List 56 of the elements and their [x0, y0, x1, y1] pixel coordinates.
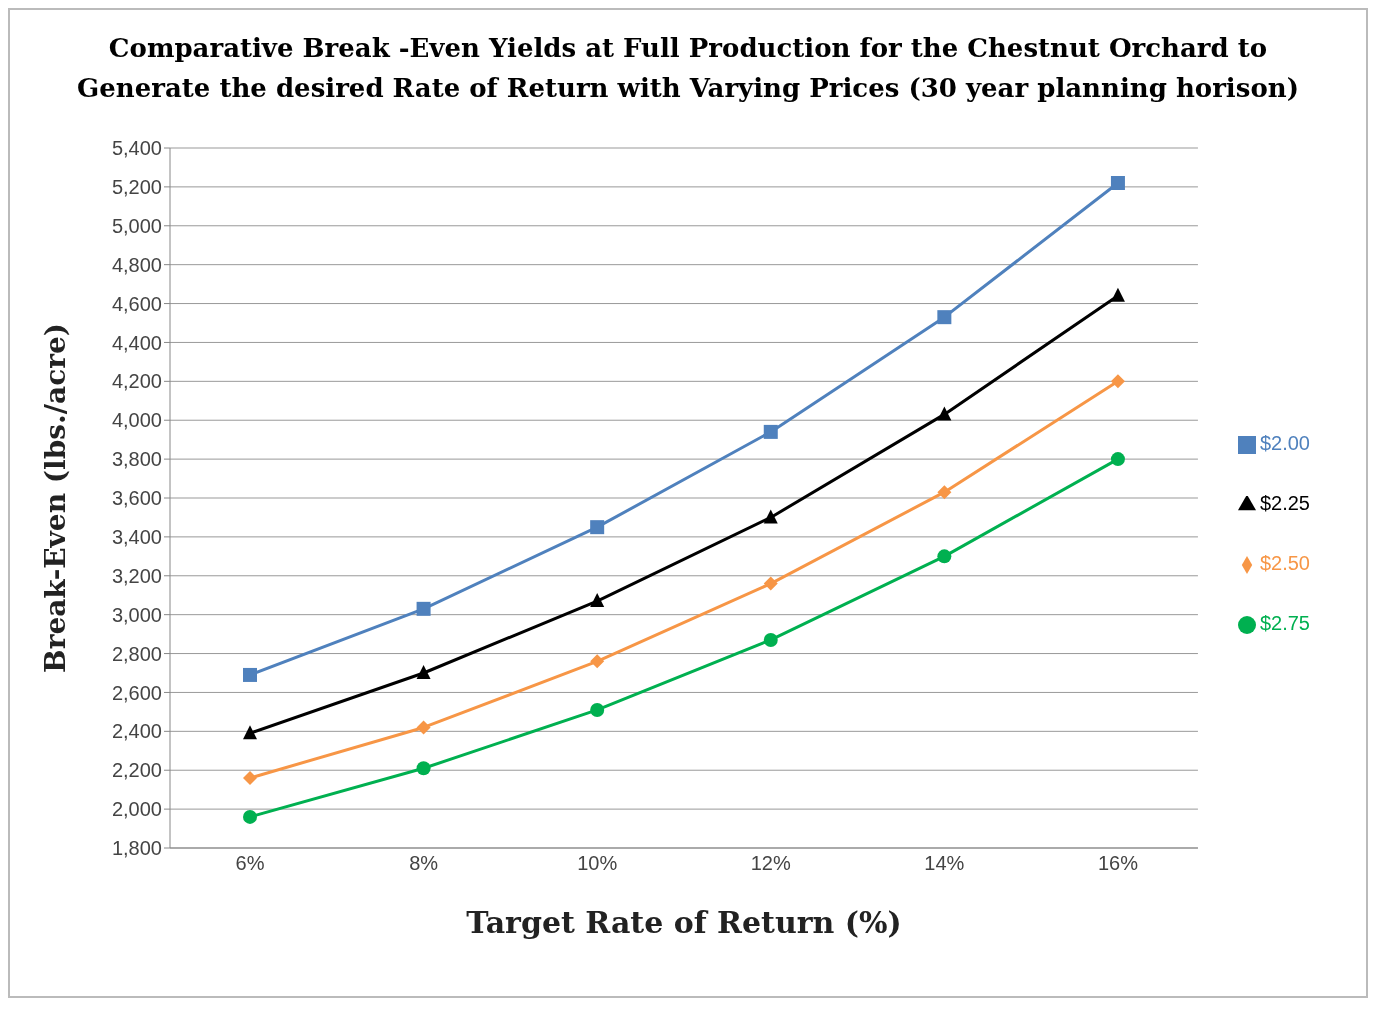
y-tick-label: 4,200: [111, 370, 162, 393]
point: [590, 593, 605, 608]
point: [243, 725, 257, 740]
point: [590, 654, 605, 669]
x-tick-label: 12%: [750, 852, 791, 875]
point: [937, 549, 952, 564]
point: [937, 485, 952, 500]
point: [1110, 374, 1125, 389]
y-tick-label: 4,400: [111, 331, 162, 354]
point: [937, 310, 952, 325]
x-tick-label: 8%: [409, 852, 439, 875]
point: [1110, 452, 1125, 467]
point: [763, 632, 778, 647]
legend-label: $2.75: [1259, 612, 1310, 634]
x-tick-label: 16%: [1097, 852, 1139, 875]
point: [416, 665, 431, 679]
legend-label: $2.50: [1259, 552, 1310, 574]
legend-label: $2.25: [1259, 492, 1310, 514]
y-tick-label: 4,600: [111, 292, 162, 315]
x-tick-label: 10%: [577, 852, 618, 875]
y-tick-label: 4,800: [111, 253, 162, 276]
y-tick-label: 2,400: [111, 720, 162, 743]
y-tick-label: 2,200: [111, 759, 162, 782]
point: [243, 771, 257, 785]
point: [243, 667, 257, 682]
y-tick-label: 3,600: [111, 487, 162, 510]
point: [763, 576, 778, 591]
point: [1110, 287, 1125, 302]
y-tick-label: 5,200: [111, 175, 162, 198]
point: [416, 720, 431, 735]
point: [416, 761, 431, 776]
point: [590, 520, 605, 535]
x-axis-title: Target Rate of Return (%): [466, 905, 902, 940]
y-tick-label: 3,000: [111, 603, 162, 626]
point: [1110, 176, 1125, 190]
y-tick-label: 2,000: [111, 798, 162, 821]
x-tick-label: 6%: [235, 852, 265, 875]
point: [763, 509, 778, 524]
y-tick-label: 3,400: [111, 525, 162, 548]
point: [590, 702, 605, 717]
point: [763, 424, 778, 439]
point: [243, 809, 257, 824]
point: [937, 406, 952, 421]
y-tick-label: 2,800: [111, 642, 162, 665]
y-tick-label: 4,000: [111, 409, 162, 432]
y-tick-label: 3,800: [111, 448, 162, 471]
point: [416, 601, 431, 616]
y-tick-label: 3,200: [111, 564, 162, 587]
y-tick-label: 5,400: [111, 137, 162, 160]
chart-title: Comparative Break -Even Yields at Full Production for the Chestnut Orchard to Generate the desired Rate of Return with Varying Prices (30 year planning horison): [76, 32, 1300, 105]
y-tick-label: 2,600: [111, 681, 162, 704]
legend-label: $2.00: [1259, 432, 1310, 454]
y-tick-label: 1,800: [111, 837, 162, 860]
y-axis-title: Break-Even (lbs./acre): [38, 323, 72, 673]
y-tick-label: 5,000: [111, 214, 162, 237]
x-tick-label: 14%: [924, 852, 965, 875]
